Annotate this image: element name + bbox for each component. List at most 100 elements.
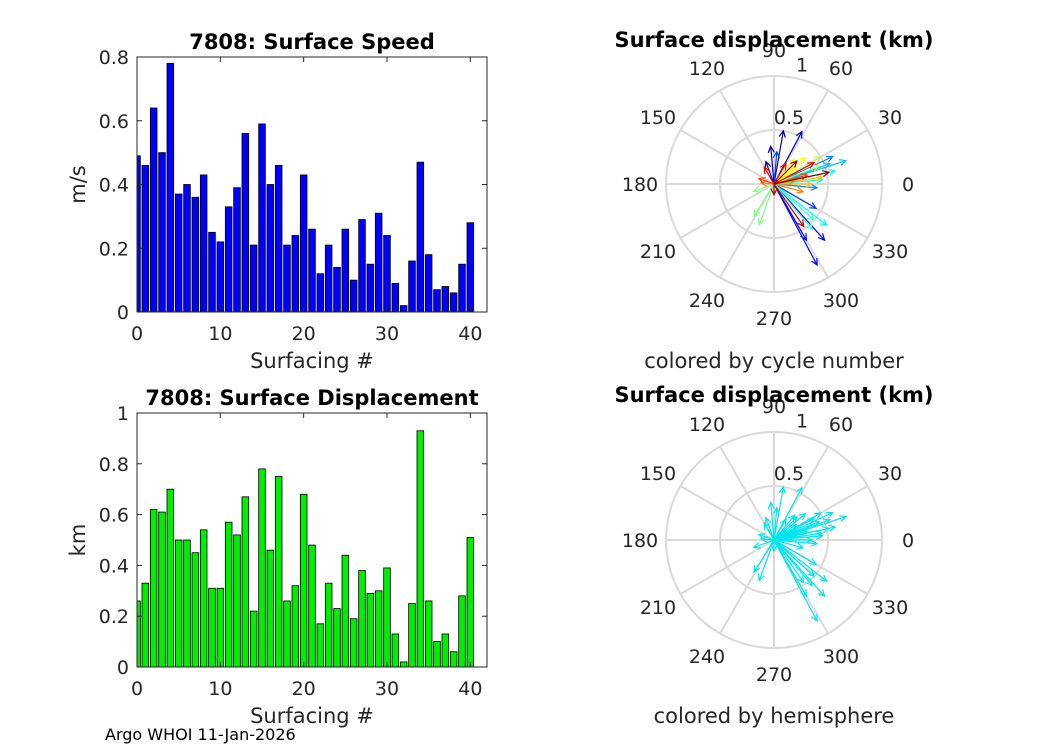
- displacement-vector: [773, 170, 831, 185]
- displacement-vector: [773, 539, 818, 623]
- chart-caption: colored by cycle number: [644, 349, 904, 373]
- bar: [141, 582, 150, 668]
- bar: [299, 174, 308, 313]
- y-tick-label: 0.4: [99, 555, 129, 577]
- displacement-vector: [772, 150, 780, 185]
- bar: [191, 552, 200, 668]
- bar: [291, 585, 300, 668]
- bar: [283, 600, 291, 668]
- x-tick-label: 20: [292, 678, 316, 700]
- vector-head: [795, 486, 803, 495]
- y-tick-label: 0.2: [99, 238, 129, 260]
- displacement-vector: [753, 539, 775, 574]
- bar: [316, 623, 325, 668]
- bar: [274, 164, 283, 313]
- displacement-vector: [773, 539, 805, 550]
- displacement-vector: [752, 539, 775, 549]
- vector-head: [789, 523, 798, 531]
- polar-ring: [665, 431, 883, 649]
- vector-shaft: [773, 521, 820, 541]
- vector-shaft: [763, 522, 775, 541]
- vector-head: [817, 233, 826, 242]
- bar: [466, 537, 475, 668]
- displacement-vector: [773, 518, 787, 541]
- y-tick-label: 0.4: [99, 175, 129, 197]
- vector-head: [811, 258, 818, 267]
- displacement-vector: [773, 183, 805, 194]
- vector-shaft: [753, 539, 775, 548]
- bar: [358, 570, 366, 668]
- vector-shaft: [773, 539, 804, 549]
- chart-caption: colored by hemisphere: [654, 704, 895, 728]
- vector-head: [825, 511, 834, 519]
- vector-head: [812, 164, 821, 172]
- displacement-vector: [773, 539, 805, 584]
- polar-displacement-hemisphere-chart: 0 30 60 90 120 150 180 210 240 270 300 330 0.5 1 Surfa…: [614, 383, 933, 728]
- angle-tick-label: 240: [689, 646, 725, 668]
- bar: [441, 633, 450, 668]
- angle-tick-label: 0: [902, 174, 914, 196]
- angle-tick-label: 270: [756, 308, 792, 330]
- angle-tick-label: 0: [902, 530, 914, 552]
- x-axis-label: Surfacing #: [250, 704, 374, 728]
- displacement-vector: [757, 177, 775, 185]
- displacement-vector: [773, 520, 821, 541]
- vector-shaft: [773, 183, 818, 266]
- vector-head: [764, 516, 772, 525]
- y-tick-label: 0.2: [99, 606, 129, 628]
- angle-tick-label: 330: [872, 597, 908, 619]
- vector-head: [812, 520, 821, 528]
- angle-tick-label: 60: [829, 58, 853, 80]
- vector-head: [763, 521, 771, 531]
- displacement-vector: [773, 162, 787, 185]
- bar: [333, 608, 341, 668]
- bar: [274, 476, 283, 668]
- vector-head: [752, 541, 761, 549]
- bar: [291, 235, 300, 313]
- x-tick-label: 0: [131, 323, 143, 345]
- vector-shaft: [773, 162, 815, 185]
- vector-head: [828, 524, 837, 532]
- vector-shaft: [753, 183, 775, 217]
- displacement-vector: [773, 183, 814, 231]
- displacement-vector: [767, 500, 775, 541]
- bar: [199, 529, 208, 668]
- radial-tick-label: 1: [796, 54, 808, 76]
- polar-ring: [665, 75, 883, 293]
- x-tick-label: 40: [458, 678, 482, 700]
- angle-tick-label: 60: [829, 414, 853, 436]
- vector-head: [809, 558, 818, 565]
- y-tick-label: 0.8: [99, 47, 129, 69]
- vector-shaft: [773, 183, 818, 189]
- vector-head: [767, 144, 775, 154]
- displacement-vector: [773, 183, 816, 222]
- angle-tick-label: 210: [640, 241, 676, 263]
- bar: [149, 107, 158, 313]
- bar: [441, 286, 450, 313]
- vector-head: [763, 165, 771, 175]
- bar: [408, 260, 416, 313]
- bar: [216, 241, 225, 313]
- chart-title: 7808: Surface Speed: [189, 30, 435, 54]
- vector-head: [838, 159, 848, 166]
- bar: [308, 228, 316, 313]
- bar: [408, 603, 416, 668]
- bar: [158, 152, 166, 313]
- bar: [349, 279, 358, 313]
- bar: [224, 521, 233, 668]
- bar: [399, 305, 408, 313]
- vector-shaft: [773, 539, 818, 622]
- bar: [158, 511, 166, 668]
- vector-shaft: [765, 161, 775, 185]
- displacement-vector: [763, 521, 775, 541]
- vector-head: [811, 614, 818, 623]
- vector-head: [809, 202, 818, 209]
- footer-credit: Argo WHOI 11-Jan-2026: [105, 725, 296, 744]
- vector-shaft: [773, 183, 804, 193]
- y-tick-label: 0.6: [99, 505, 129, 527]
- displacement-vector: [773, 526, 831, 541]
- bar: [366, 263, 375, 313]
- displacement-vector: [764, 160, 775, 185]
- y-tick-label: 0: [117, 657, 129, 679]
